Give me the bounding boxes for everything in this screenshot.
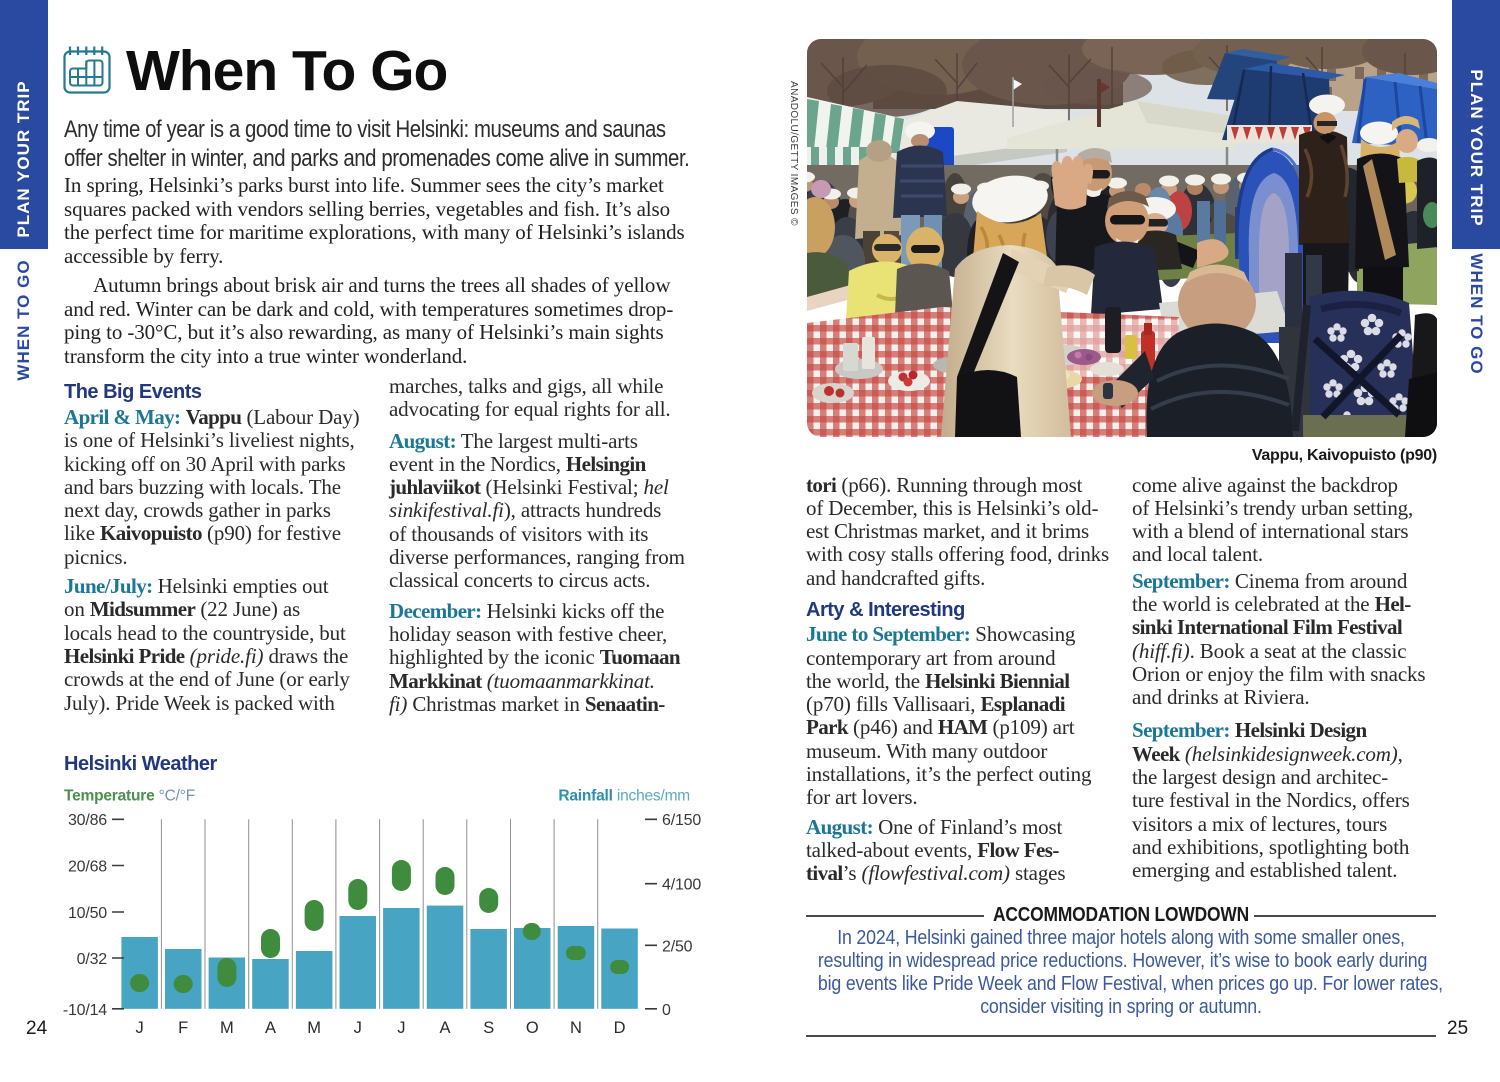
svg-text:J: J bbox=[354, 1019, 362, 1037]
svg-text:D: D bbox=[614, 1019, 626, 1037]
svg-text:A: A bbox=[439, 1019, 450, 1037]
svg-text:30/86: 30/86 bbox=[68, 812, 107, 829]
svg-text:20/68: 20/68 bbox=[68, 859, 107, 876]
svg-text:10/50: 10/50 bbox=[68, 905, 107, 922]
svg-text:S: S bbox=[483, 1019, 494, 1037]
svg-text:O: O bbox=[526, 1019, 539, 1037]
svg-text:2/50: 2/50 bbox=[662, 938, 693, 955]
svg-text:6/150: 6/150 bbox=[662, 812, 701, 829]
svg-text:N: N bbox=[570, 1019, 582, 1037]
svg-text:M: M bbox=[307, 1019, 321, 1037]
svg-text:0/32: 0/32 bbox=[77, 951, 108, 968]
svg-text:0: 0 bbox=[662, 1002, 671, 1019]
svg-text:A: A bbox=[265, 1019, 276, 1037]
svg-text:M: M bbox=[220, 1019, 234, 1037]
svg-text:F: F bbox=[178, 1019, 188, 1037]
svg-text:J: J bbox=[397, 1019, 405, 1037]
svg-text:4/100: 4/100 bbox=[662, 877, 701, 894]
svg-text:J: J bbox=[135, 1019, 143, 1037]
svg-text:-10/14: -10/14 bbox=[63, 1002, 107, 1019]
svg-text:Temperature °C/°F: Temperature °C/°F bbox=[64, 787, 195, 804]
svg-text:Rainfall inches/mm: Rainfall inches/mm bbox=[558, 787, 690, 804]
